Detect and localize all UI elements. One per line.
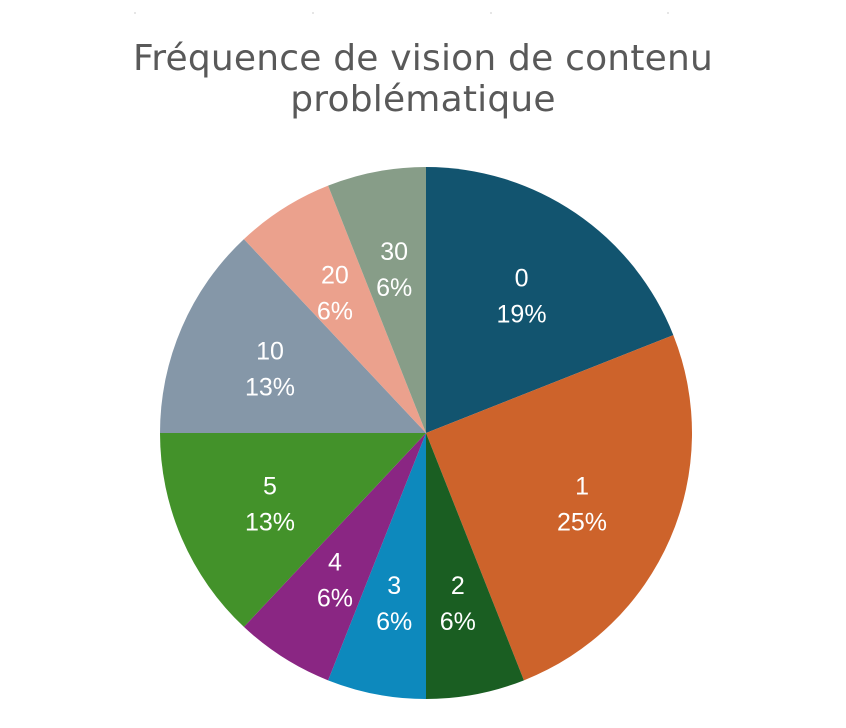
slice-percent-label: 13% — [245, 373, 295, 401]
chart-title: Fréquence de vision de contenu problémat… — [132, 38, 714, 120]
slice-category-label: 1 — [575, 473, 589, 501]
slice-category-label: 30 — [380, 238, 408, 266]
decorative-dot — [490, 12, 492, 14]
slice-percent-label: 6% — [317, 585, 353, 613]
slice-percent-label: 13% — [245, 509, 295, 537]
slice-category-label: 4 — [328, 549, 342, 577]
pie-slice-4 — [243, 433, 426, 681]
slice-percent-label: 25% — [557, 509, 607, 537]
slice-category-label: 0 — [515, 264, 529, 292]
pie-slice-10 — [160, 239, 426, 433]
pie-slice-1 — [426, 335, 693, 681]
pie-slices — [160, 167, 693, 699]
slice-percent-label: 6% — [440, 608, 476, 636]
slice-category-label: 20 — [321, 261, 349, 289]
slice-percent-label: 19% — [497, 300, 547, 328]
decorative-dot — [667, 12, 669, 14]
slice-percent-label: 6% — [376, 608, 412, 636]
pie-slice-20 — [243, 185, 426, 433]
pie-slice-2 — [426, 433, 524, 699]
slice-percent-label: 6% — [376, 274, 412, 302]
decorative-dot — [312, 12, 314, 14]
decorative-dot — [134, 12, 136, 14]
pie-slice-3 — [328, 433, 426, 699]
slice-percent-label: 6% — [317, 297, 353, 325]
slice-category-label: 3 — [387, 572, 401, 600]
slice-category-label: 10 — [256, 337, 284, 365]
slice-category-label: 2 — [451, 572, 465, 600]
pie-slice-5 — [160, 433, 426, 627]
pie-slice-0 — [426, 167, 674, 433]
slice-category-label: 5 — [263, 473, 277, 501]
pie-slice-30 — [328, 167, 426, 433]
pie-labels: 0 19% 1 25% 2 6% 3 6% 4 6% 5 13% 10 13% 20 6% 30 6% — [245, 238, 607, 636]
